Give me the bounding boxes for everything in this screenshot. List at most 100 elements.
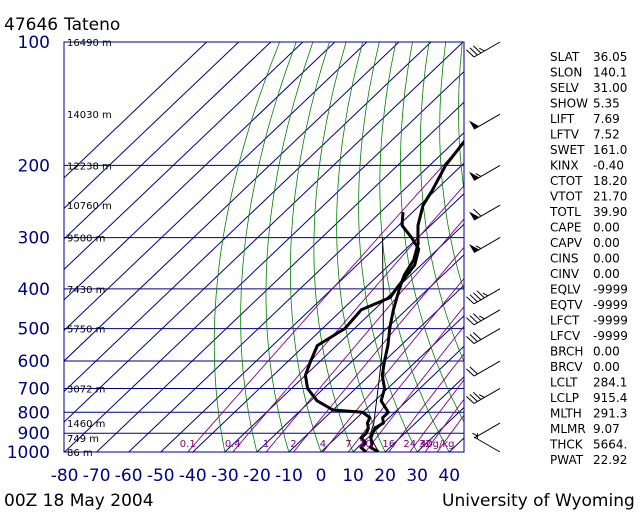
pressure-tick-label: 300 bbox=[18, 229, 50, 249]
isotherm bbox=[65, 42, 496, 452]
pressure-tick-label: 700 bbox=[18, 379, 50, 399]
temperature-tick-label: -10 bbox=[275, 466, 303, 486]
height-label: 16490 m bbox=[67, 38, 112, 49]
index-key: PWAT bbox=[550, 453, 584, 467]
index-value: 36.05 bbox=[593, 50, 627, 64]
wind-barb bbox=[466, 42, 500, 57]
index-value: 0.00 bbox=[593, 360, 620, 374]
index-value: -0.40 bbox=[593, 159, 624, 173]
index-value: 140.1 bbox=[593, 66, 627, 80]
index-value: 0.00 bbox=[593, 267, 620, 281]
wind-barb bbox=[466, 329, 500, 344]
index-key: LFTV bbox=[550, 128, 580, 142]
index-key: TOTL bbox=[549, 205, 581, 219]
index-key: BRCH bbox=[550, 345, 583, 359]
height-label: 1460 m bbox=[67, 419, 105, 430]
mixing-ratio-line bbox=[188, 42, 555, 452]
index-value: 39.90 bbox=[593, 205, 627, 219]
index-key: EQTV bbox=[550, 298, 583, 312]
index-key: CINS bbox=[550, 252, 579, 266]
temperature-tick-label: -60 bbox=[115, 466, 143, 486]
index-row: CINS 0.00 bbox=[550, 252, 620, 266]
index-key: LFCV bbox=[550, 329, 581, 343]
index-key: BRCV bbox=[550, 360, 583, 374]
height-label: 5750 m bbox=[67, 325, 105, 336]
chart-time: 00Z 18 May 2004 bbox=[4, 491, 154, 511]
index-key: VTOT bbox=[550, 190, 583, 204]
index-row: LCLP 915.4 bbox=[550, 391, 627, 405]
isotherm bbox=[0, 42, 399, 452]
index-key: LCLP bbox=[550, 391, 579, 405]
mixing-ratio-label: 2 bbox=[290, 439, 296, 450]
pressure-tick-label: 200 bbox=[18, 156, 50, 176]
index-value: 0.00 bbox=[593, 252, 620, 266]
index-value: 291.3 bbox=[593, 407, 627, 421]
pressure-tick-label: 600 bbox=[18, 352, 50, 372]
index-value: 915.4 bbox=[593, 391, 627, 405]
sounding-profiles bbox=[305, 42, 536, 452]
temperature-tick-label: 40 bbox=[438, 466, 460, 486]
index-value: 5.35 bbox=[593, 97, 620, 111]
temperature-tick-label: -50 bbox=[147, 466, 175, 486]
wind-barb bbox=[469, 205, 500, 220]
index-value: 7.52 bbox=[593, 128, 620, 142]
height-label: 749 m bbox=[67, 434, 99, 445]
dry-adiabat bbox=[241, 42, 297, 452]
wind-barb bbox=[474, 433, 500, 452]
wind-barb bbox=[466, 361, 500, 376]
temperature-tick-label: -20 bbox=[243, 466, 271, 486]
pressure-tick-label: 100 bbox=[18, 33, 50, 53]
wind-barb bbox=[472, 423, 500, 438]
height-label: 3072 m bbox=[67, 384, 105, 395]
index-key: CAPV bbox=[550, 236, 583, 250]
isotherm bbox=[1, 42, 432, 452]
station-name: Tateno bbox=[63, 15, 120, 35]
index-key: CINV bbox=[550, 267, 580, 281]
index-row: TOTL 39.90 bbox=[549, 205, 627, 219]
index-value: 0.00 bbox=[593, 221, 620, 235]
temperature-tick-label: 30 bbox=[406, 466, 428, 486]
wind-barb bbox=[466, 388, 500, 403]
wind-barb bbox=[466, 289, 500, 304]
index-key: SLON bbox=[550, 66, 582, 80]
index-value: 22.92 bbox=[593, 453, 627, 467]
pressure-tick-label: 800 bbox=[18, 403, 50, 423]
index-value: 18.20 bbox=[593, 174, 627, 188]
index-key: LFCT bbox=[550, 314, 580, 328]
temperature-tick-label: 10 bbox=[342, 466, 364, 486]
wind-barb bbox=[469, 165, 500, 180]
index-key: THCK bbox=[549, 438, 584, 452]
mixing-ratio-label: 40g/kg bbox=[420, 439, 455, 450]
index-value: -9999 bbox=[593, 283, 628, 297]
index-key: SWET bbox=[550, 143, 585, 157]
index-row: CTOT 18.20 bbox=[550, 174, 627, 188]
index-key: CTOT bbox=[550, 174, 583, 188]
index-key: MLMR bbox=[550, 422, 586, 436]
height-label: 12238 m bbox=[67, 161, 112, 172]
wind-barb bbox=[469, 238, 500, 253]
wind-barb bbox=[466, 310, 500, 325]
pressure-tick-label: 500 bbox=[18, 320, 50, 340]
index-value: -9999 bbox=[593, 329, 628, 343]
temperature-tick-label: -80 bbox=[51, 466, 79, 486]
mixing-ratio-label: 4 bbox=[320, 439, 326, 450]
index-key: MLTH bbox=[550, 407, 582, 421]
height-label: 10760 m bbox=[67, 201, 112, 212]
index-value: -9999 bbox=[593, 298, 628, 312]
height-label: 14030 m bbox=[67, 110, 112, 121]
index-row: CINV 0.00 bbox=[550, 267, 620, 281]
wind-barbs bbox=[466, 42, 500, 452]
index-value: 5664. bbox=[593, 438, 627, 452]
